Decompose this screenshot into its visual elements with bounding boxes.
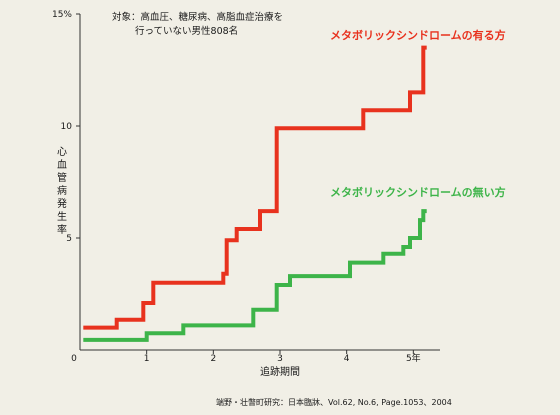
y-tick-label: 15% [52, 10, 72, 20]
series-lines [83, 45, 427, 342]
y-axis-label-char: 血 [57, 158, 67, 171]
y-tick-label: 5 [66, 234, 72, 244]
legend-label-with-metabolic: メタボリックシンドロームの有る方 [330, 28, 506, 42]
y-axis-label-char: 生 [57, 210, 67, 223]
y-axis-label-char: 病 [57, 184, 67, 197]
legend-label-without-metabolic: メタボリックシンドロームの無い方 [330, 185, 506, 199]
y-axis-label-char: 発 [57, 197, 67, 210]
tick-labels: 5 10 15% 0 1 2 3 4 5年 [52, 10, 421, 364]
x-tick-label: 3 [277, 354, 283, 364]
y-axis-label: 心血管病発生率 [57, 146, 67, 236]
series-line-with-metabolic [83, 45, 427, 330]
x-tick-label: 0 [71, 354, 77, 364]
annotation-line-1: 対象：高血圧、糖尿病、高脂血症治療を [112, 11, 283, 23]
y-axis-label-char: 管 [57, 171, 67, 184]
y-axis-label-char: 率 [57, 223, 67, 236]
axes [79, 14, 440, 351]
annotation-line-2: 行っていない男性808名 [135, 25, 238, 37]
series-line-without-metabolic [83, 209, 427, 342]
x-tick-label: 4 [344, 354, 350, 364]
x-tick-label: 2 [210, 354, 216, 364]
y-tick-label: 10 [61, 122, 73, 132]
x-tick-label: 1 [144, 354, 150, 364]
source-citation: 端野・壮瞥町研究：日本臨牀、Vol.62, No.6, Page.1053、20… [216, 397, 452, 407]
x-axis-label: 追跡期間 [260, 365, 300, 378]
x-tick-label: 5年 [406, 352, 421, 364]
y-axis-label-char: 心 [57, 146, 67, 158]
